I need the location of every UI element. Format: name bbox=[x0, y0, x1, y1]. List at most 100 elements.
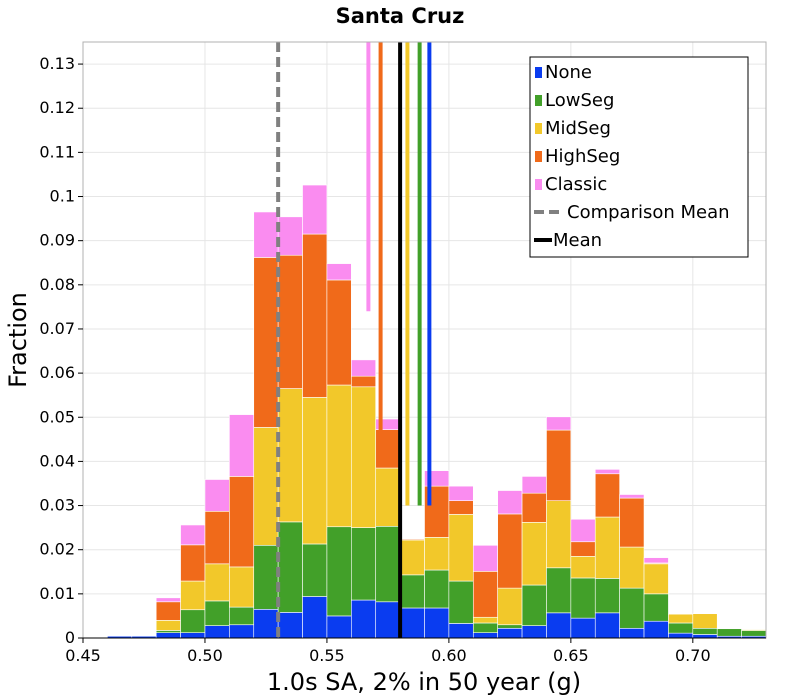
bar-lowseg-segment bbox=[668, 622, 694, 634]
bar-midseg-segment bbox=[619, 546, 645, 589]
bar-midseg-segment bbox=[180, 580, 206, 611]
y-tick-label: 0.04 bbox=[39, 451, 75, 470]
bar-midseg-segment bbox=[692, 613, 718, 629]
x-tick-label: 0.60 bbox=[431, 646, 467, 665]
bar-lowseg-segment bbox=[521, 584, 547, 626]
bar-highseg-segment bbox=[399, 538, 425, 541]
bar-midseg-segment bbox=[229, 566, 255, 608]
bar-lowseg-segment bbox=[716, 628, 742, 637]
bar-lowseg-segment bbox=[692, 627, 718, 635]
bar-highseg-segment bbox=[180, 544, 206, 582]
bar-highseg-segment bbox=[326, 279, 352, 386]
bar-classic-segment bbox=[497, 490, 523, 515]
legend-swatch-highseg bbox=[535, 151, 542, 162]
legend-swatch-lowseg bbox=[535, 95, 542, 106]
bar-lowseg-segment bbox=[448, 580, 474, 624]
bar-none-segment bbox=[692, 634, 718, 639]
bar-none-segment bbox=[204, 625, 230, 639]
mean-lines bbox=[276, 42, 432, 638]
bar-midseg-segment bbox=[302, 397, 328, 545]
bar-midseg-segment bbox=[472, 616, 498, 624]
bar-classic-segment bbox=[277, 216, 303, 256]
bar-highseg-segment bbox=[570, 541, 596, 557]
bar-lowseg-segment bbox=[180, 609, 206, 634]
y-tick-label: 0.03 bbox=[39, 496, 75, 515]
bar-lowseg-segment bbox=[155, 630, 181, 634]
bar-lowseg-segment bbox=[351, 527, 377, 601]
y-tick-label: 0.08 bbox=[39, 275, 75, 294]
bar-lowseg-segment bbox=[277, 521, 303, 613]
y-tick-label: 0.06 bbox=[39, 363, 75, 382]
y-tick-label: 0.02 bbox=[39, 540, 75, 559]
bar-none-segment bbox=[326, 615, 352, 639]
y-tick-label: 0.11 bbox=[39, 142, 75, 161]
bar-classic-segment bbox=[253, 211, 279, 258]
bar-highseg-segment bbox=[375, 429, 401, 469]
bar-classic-segment bbox=[204, 479, 230, 512]
bars bbox=[107, 184, 767, 639]
x-tick-label: 0.50 bbox=[187, 646, 223, 665]
bar-none-segment bbox=[180, 632, 206, 639]
legend-label: MidSeg bbox=[545, 118, 611, 139]
bar-none-segment bbox=[668, 632, 694, 639]
bar-none-segment bbox=[643, 620, 669, 639]
bar-none-segment bbox=[375, 601, 401, 639]
bar-lowseg-segment bbox=[326, 526, 352, 617]
legend-swatch-midseg bbox=[535, 123, 542, 134]
bar-classic-segment bbox=[546, 416, 572, 431]
legend-label: Mean bbox=[553, 230, 602, 251]
legend-label: Comparison Mean bbox=[567, 202, 730, 223]
bar-midseg-segment bbox=[204, 563, 230, 602]
bar-none-segment bbox=[424, 607, 450, 639]
bar-lowseg-segment bbox=[619, 587, 645, 629]
legend-label: None bbox=[545, 62, 592, 83]
legend: None LowSeg MidSeg HighSeg Classic Comparison… bbox=[529, 56, 749, 258]
bar-midseg-segment bbox=[375, 467, 401, 527]
bar-midseg-segment bbox=[424, 537, 450, 571]
bar-classic-segment bbox=[180, 524, 206, 546]
bar-none-segment bbox=[399, 607, 425, 639]
bar-none-segment bbox=[472, 632, 498, 639]
bar-highseg-segment bbox=[472, 571, 498, 618]
bar-lowseg-segment bbox=[253, 544, 279, 610]
bar-highseg-segment bbox=[351, 375, 377, 388]
bar-none-segment bbox=[351, 599, 377, 639]
bar-midseg-segment bbox=[546, 500, 572, 569]
x-tick-label: 0.45 bbox=[65, 646, 101, 665]
bar-lowseg-segment bbox=[741, 630, 767, 637]
bar-midseg-segment bbox=[351, 386, 377, 528]
x-tick-label: 0.55 bbox=[309, 646, 345, 665]
y-tick-label: 0.12 bbox=[39, 98, 75, 117]
bar-none-segment bbox=[594, 612, 620, 639]
bar-none-segment bbox=[155, 632, 181, 639]
bar-midseg-segment bbox=[594, 516, 620, 579]
bar-highseg-segment bbox=[302, 233, 328, 398]
axes: 0 0.01 0.02 0.03 0.04 0.05 0.06 0.07 0.08 0.09 0.1… bbox=[39, 41, 767, 665]
bar-classic-segment bbox=[472, 544, 498, 572]
bar-lowseg-segment bbox=[204, 600, 230, 626]
bar-midseg-segment bbox=[277, 388, 303, 523]
y-tick-label: 0.13 bbox=[39, 54, 75, 73]
legend-box bbox=[529, 56, 749, 258]
bar-highseg-segment bbox=[594, 473, 620, 518]
bar-classic-segment bbox=[351, 359, 377, 377]
bar-none-segment bbox=[521, 625, 547, 639]
legend-swatch-none bbox=[535, 67, 542, 78]
bar-none-segment bbox=[448, 623, 474, 639]
bar-midseg-segment bbox=[570, 556, 596, 579]
bar-lowseg-segment bbox=[497, 624, 523, 629]
bar-none-segment bbox=[497, 627, 523, 639]
legend-label: LowSeg bbox=[545, 90, 614, 111]
bar-lowseg-segment bbox=[302, 543, 328, 597]
bar-none-segment bbox=[302, 596, 328, 639]
y-tick-label: 0.1 bbox=[50, 187, 75, 206]
legend-swatch-classic bbox=[535, 179, 542, 190]
bar-highseg-segment bbox=[253, 257, 279, 428]
bar-classic-segment bbox=[570, 518, 596, 543]
bar-highseg-segment bbox=[155, 601, 181, 621]
y-axis-label: Fraction bbox=[4, 292, 32, 388]
bar-classic-segment bbox=[229, 414, 255, 477]
bar-classic-segment bbox=[619, 494, 645, 499]
bar-lowseg-segment bbox=[229, 606, 255, 626]
